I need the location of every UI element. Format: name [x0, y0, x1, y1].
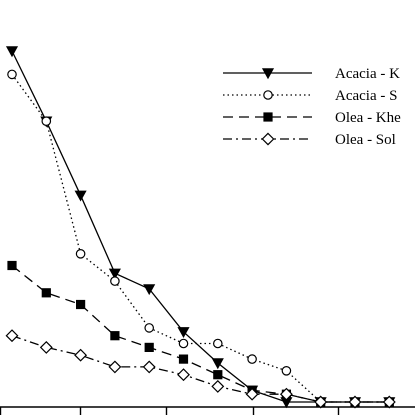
legend-label-3: Olea - Khe [335, 110, 401, 126]
legend-marker-2 [263, 90, 273, 100]
series-4-point-3 [74, 348, 88, 362]
series-3-point-5 [144, 342, 154, 352]
series-2-point-3 [75, 249, 86, 259]
series-1-point-4 [108, 268, 121, 280]
series-4-point-9 [279, 387, 293, 401]
series-3-point-3 [76, 299, 86, 310]
series-1-line [11, 50, 390, 403]
series-2-point-2 [41, 116, 52, 126]
series-3-point-4 [110, 331, 120, 341]
series-1-point-1 [5, 46, 19, 58]
series-4-point-5 [142, 360, 156, 374]
series-1-point-5 [143, 284, 156, 296]
series-4-point-7 [211, 379, 225, 393]
series-3-point-6 [178, 354, 189, 364]
series-3-point-7 [213, 370, 223, 380]
series-4 [5, 329, 396, 409]
legend-marker-1 [261, 68, 275, 80]
series-4-point-11 [348, 395, 362, 409]
legend-entry-1: Acacia - K [223, 66, 400, 82]
series-4-point-4 [108, 360, 122, 374]
series-3-point-2 [41, 288, 51, 298]
series-1-point-6 [177, 327, 190, 339]
series-2-point-8 [247, 354, 257, 364]
legend-entry-3: Olea - Khe [223, 110, 401, 126]
legend-marker-4 [261, 132, 275, 146]
series-4-point-12 [382, 395, 396, 409]
legend-label-2: Acacia - S [335, 88, 397, 104]
series-1-point-7 [211, 358, 224, 370]
series-2-point-4 [110, 276, 120, 286]
legend-label-1: Acacia - K [335, 66, 400, 82]
series-2-point-5 [144, 323, 154, 333]
series-2-line [11, 74, 390, 403]
plot-area [5, 46, 396, 409]
legend-entry-4: Olea - Sol [223, 132, 396, 148]
series-4-point-1 [5, 329, 19, 343]
chart-legend: Acacia - K Acacia - S Olea - Khe Olea - Sol [223, 66, 401, 148]
series-2-point-6 [178, 338, 189, 349]
series-1-point-3 [74, 190, 87, 202]
chart-axes [0, 406, 415, 415]
series-4-point-8 [245, 387, 259, 401]
legend-label-4: Olea - Sol [335, 132, 396, 148]
series-4-point-6 [177, 368, 190, 382]
series-3 [7, 260, 394, 407]
series-2-point-7 [213, 338, 223, 349]
series-2-point-1 [7, 69, 17, 80]
legend-entry-2: Acacia - S [223, 88, 397, 104]
series-4-line [11, 335, 390, 403]
series-4-point-2 [39, 340, 53, 354]
series-2-point-9 [281, 365, 292, 376]
series-3-line [11, 264, 390, 403]
legend-marker-3 [263, 112, 273, 122]
series-4-point-10 [314, 395, 328, 409]
series-3-point-1 [7, 260, 17, 271]
